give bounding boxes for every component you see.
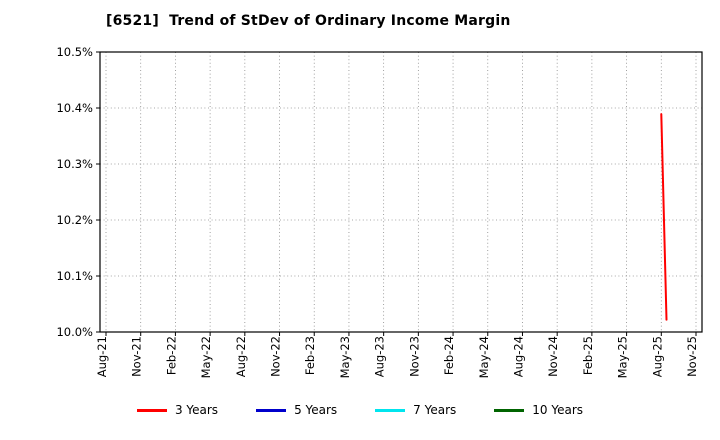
legend-swatch-5-years	[256, 408, 287, 412]
x-tick-label: Nov-25	[685, 336, 699, 377]
x-tick-label: Aug-24	[511, 336, 525, 377]
y-tick-label: 10.5%	[56, 45, 93, 59]
y-tick-label: 10.0%	[56, 325, 93, 339]
x-tick-label: Nov-23	[407, 336, 421, 377]
series-line-3-years	[660, 113, 668, 321]
legend-swatch-3-years	[136, 408, 167, 412]
legend-item-10-years: 10 Years	[494, 403, 583, 417]
x-tick-label: Aug-25	[650, 336, 664, 377]
x-tick-label: May-25	[616, 336, 630, 378]
x-tick-label: Feb-22	[164, 336, 178, 375]
legend-item-5-years: 5 Years	[256, 403, 337, 417]
x-tick-label: Feb-25	[581, 336, 595, 375]
x-tick-label: Aug-22	[234, 336, 248, 377]
x-tick-label: Aug-21	[95, 336, 109, 377]
legend-item-3-years: 3 Years	[136, 403, 219, 417]
legend-label-7-years: 7 Years	[413, 403, 457, 417]
y-tick-label: 10.2%	[56, 213, 93, 227]
legend-label-10-years: 10 Years	[532, 403, 584, 417]
x-tick-label: May-22	[199, 336, 213, 378]
y-tick-label: 10.3%	[56, 157, 93, 171]
y-tick-label: 10.1%	[56, 269, 93, 283]
legend-item-7-years: 7 Years	[375, 403, 456, 417]
legend-label-3-years: 3 Years	[174, 403, 219, 417]
legend: 3 Years 5 Years 7 Years 10 Years	[0, 403, 720, 417]
chart-title: [6521] Trend of StDev of Ordinary Income…	[106, 13, 511, 29]
x-tick-label: May-24	[477, 336, 491, 378]
legend-label-5-years: 5 Years	[294, 403, 338, 417]
legend-swatch-7-years	[375, 408, 406, 412]
x-tick-label: Aug-23	[373, 336, 387, 377]
x-tick-label: Nov-21	[130, 336, 144, 377]
x-tick-label: Nov-24	[546, 336, 560, 377]
plot-border	[99, 51, 703, 333]
x-tick-label: Feb-23	[303, 336, 317, 375]
x-tick-label: May-23	[338, 336, 352, 378]
x-tick-label: Feb-24	[442, 336, 456, 375]
x-tick-label: Nov-22	[269, 336, 283, 377]
y-tick-label: 10.4%	[56, 101, 93, 115]
legend-swatch-10-years	[494, 408, 525, 412]
